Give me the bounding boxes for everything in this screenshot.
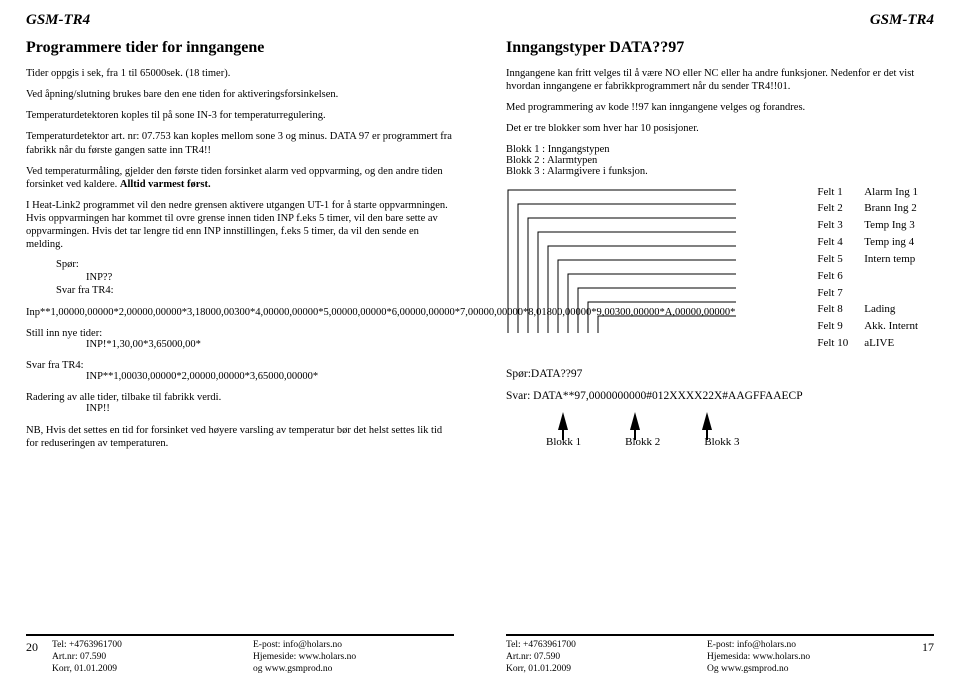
arrow-up-icon xyxy=(558,412,568,430)
bracket-lines-icon xyxy=(506,185,736,335)
left-inpq: INP?? xyxy=(26,272,454,283)
table-row: Felt 1Alarm Ing 1 xyxy=(817,185,932,200)
left-radering: Radering av alle tider, tilbake til fabr… xyxy=(26,392,454,403)
left-svar2: Svar fra TR4: xyxy=(26,360,454,371)
table-row: Felt 6 xyxy=(817,269,932,284)
left-p4: Temperaturdetektor art. nr: 07.753 kan k… xyxy=(26,130,454,156)
left-svar1: Svar fra TR4: xyxy=(26,285,454,296)
left-nb: NB, Hvis det settes en tid for forsinket… xyxy=(26,424,454,450)
page-number-left: 20 xyxy=(26,640,52,655)
arrow-up-icon xyxy=(702,412,712,430)
arrow-row xyxy=(506,412,934,430)
page-right: GSM-TR4 Inngangstyper DATA??97 Inngangen… xyxy=(480,0,960,686)
left-title: Programmere tider for inngangene xyxy=(26,39,454,57)
felt-diagram: Felt 1Alarm Ing 1Felt 2Brann Ing 2 Felt 3… xyxy=(506,183,934,353)
table-row: Felt 3Temp Ing 3 xyxy=(817,218,932,233)
blokk-labels: Blokk 1 Blokk 2 Blokk 3 xyxy=(506,436,934,448)
table-row: Felt 8Lading xyxy=(817,302,932,317)
right-b3: Blokk 3 : Alarmgivere i funksjon. xyxy=(506,166,934,177)
left-p6: I Heat-Link2 programmet vil den nedre gr… xyxy=(26,199,454,252)
right-b1: Blokk 1 : Inngangstypen xyxy=(506,144,934,155)
left-spor: Spør: xyxy=(26,259,454,270)
page-left: GSM-TR4 Programmere tider for inngangene… xyxy=(0,0,480,686)
left-p5: Ved temperaturmåling, gjelder den første… xyxy=(26,165,454,191)
right-b2: Blokk 2 : Alarmtypen xyxy=(506,155,934,166)
footer-right-col2: E-post: info@holars.no Hjemesida: www.ho… xyxy=(707,640,908,676)
left-p2: Ved åpning/slutning brukes bare den ene … xyxy=(26,88,454,101)
table-row: Felt 2Brann Ing 2 xyxy=(817,201,932,216)
right-svar: Svar: DATA**97,0000000000#012XXXX22X#AAG… xyxy=(506,389,934,403)
footer-left: 20 Tel: +4763961700 Art.nr: 07.590 Korr,… xyxy=(26,634,454,676)
table-row: Felt 9Akk. Internt xyxy=(817,319,932,334)
blokk2-label: Blokk 2 xyxy=(625,436,660,448)
left-still: Still inn nye tider: xyxy=(26,328,454,339)
footer-right-col1: Tel: +4763961700 Art.nr: 07.590 Korr, 01… xyxy=(506,640,707,676)
table-row: Felt 5Intern temp xyxy=(817,252,932,267)
left-p3: Temperaturdetektoren koples til på sone … xyxy=(26,109,454,122)
footer-left-col2: E-post: info@holars.no Hjemeside: www.ho… xyxy=(253,640,454,676)
right-spor: Spør:DATA??97 xyxy=(506,367,934,381)
arrow-up-icon xyxy=(630,412,640,430)
page-header-left: GSM-TR4 xyxy=(26,12,454,29)
right-p2: Med programmering av kode !!97 kan innga… xyxy=(506,101,934,114)
page-number-right: 17 xyxy=(908,640,934,655)
table-row: Felt 7 xyxy=(817,286,932,301)
footer-left-col1: Tel: +4763961700 Art.nr: 07.590 Korr, 01… xyxy=(52,640,253,676)
footer-right: Tel: +4763961700 Art.nr: 07.590 Korr, 01… xyxy=(506,634,934,676)
table-row: Felt 10aLIVE xyxy=(817,336,932,351)
table-row: Felt 4Temp ing 4 xyxy=(817,235,932,250)
page-header-right: GSM-TR4 xyxy=(506,12,934,29)
right-title: Inngangstyper DATA??97 xyxy=(506,39,934,57)
left-p7: Inp**1,00000,00000*2,00000,00000*3,18000… xyxy=(26,306,454,319)
left-raderingv: INP!! xyxy=(26,403,454,414)
left-stillv: INP!*1,30,00*3,65000,00* xyxy=(26,339,454,350)
blokk3-label: Blokk 3 xyxy=(704,436,739,448)
right-p3: Det er tre blokker som hver har 10 posis… xyxy=(506,122,934,135)
left-p1: Tider oppgis i sek, fra 1 til 65000sek. … xyxy=(26,67,454,80)
left-svar2v: INP**1,00030,00000*2,00000,00000*3,65000… xyxy=(26,371,454,382)
felt-table: Felt 1Alarm Ing 1Felt 2Brann Ing 2 Felt 3… xyxy=(815,183,934,353)
right-p1: Inngangene kan fritt velges til å være N… xyxy=(506,67,934,93)
content-left: Programmere tider for inngangene Tider o… xyxy=(26,39,454,628)
content-right: Inngangstyper DATA??97 Inngangene kan fr… xyxy=(506,39,934,628)
